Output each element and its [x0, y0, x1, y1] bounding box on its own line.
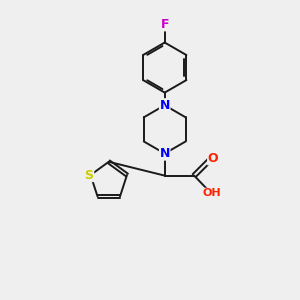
- Text: N: N: [160, 99, 170, 112]
- Text: N: N: [160, 147, 170, 160]
- Text: O: O: [208, 152, 218, 165]
- Text: S: S: [85, 169, 94, 182]
- Text: F: F: [160, 18, 169, 31]
- Text: OH: OH: [202, 188, 221, 198]
